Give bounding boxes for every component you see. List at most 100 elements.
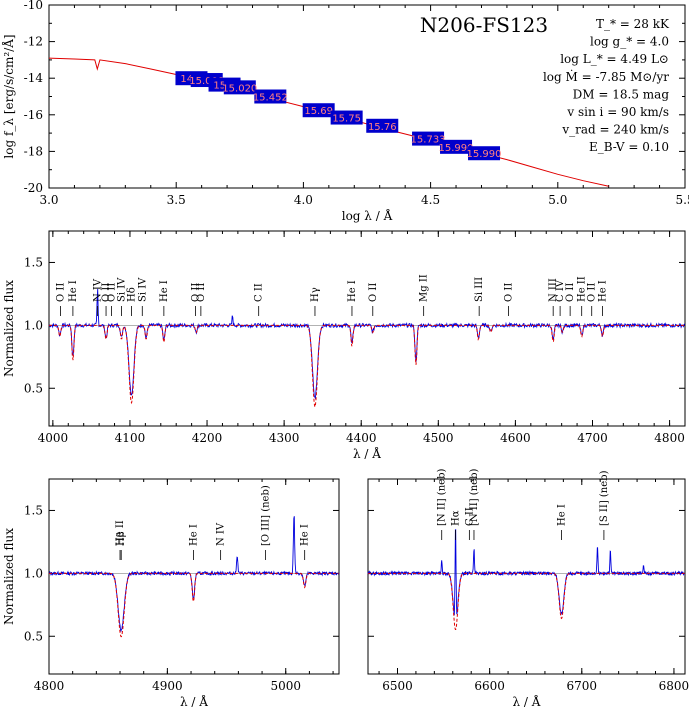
sed-xtick-label: 4.5 bbox=[421, 193, 440, 207]
spec-xtick-label: 4200 bbox=[192, 431, 223, 445]
spec-xtick-label: 4700 bbox=[577, 431, 608, 445]
spec-ytick-label: 1.0 bbox=[24, 318, 43, 332]
spec-lineid-label: C II bbox=[254, 283, 265, 302]
hbeta-ytick-label: 1.5 bbox=[24, 503, 43, 517]
spec-lineid-label: N III bbox=[548, 278, 559, 302]
halpha-observed-line bbox=[367, 529, 686, 616]
sed-parameter: v sin i = 90 km/s bbox=[566, 105, 669, 119]
spec-xtick-label: 4300 bbox=[269, 431, 300, 445]
sed-photometry-label: 15.008 bbox=[189, 76, 224, 87]
sed-ylabel: log f_λ [erg/s/cm²/Å] bbox=[1, 34, 16, 158]
sed-photometry-label: 15.75 bbox=[332, 114, 361, 125]
spec-lineid-label: O II bbox=[368, 283, 379, 302]
sed-photometry-label: 15.452 bbox=[253, 93, 288, 104]
sed-photometry-box bbox=[366, 118, 399, 133]
spec-lineid-label: He II bbox=[577, 276, 588, 302]
sed-photometry-label: 15.990 bbox=[467, 149, 502, 160]
spec-xtick-label: 4000 bbox=[38, 431, 69, 445]
halpha-lineid-label: C II bbox=[464, 507, 475, 526]
spec-lineid-label: Hγ bbox=[310, 287, 321, 302]
hbeta-frame bbox=[48, 478, 340, 675]
spec-model-line bbox=[49, 324, 685, 409]
spec-frame bbox=[48, 230, 686, 427]
hbeta-ytick-label: 1.0 bbox=[24, 566, 43, 580]
sed-xtick-label: 3.0 bbox=[39, 193, 58, 207]
halpha-xtick-label: 6600 bbox=[474, 679, 505, 693]
spec-lineid-label: O II bbox=[196, 283, 207, 302]
sed-photometry-box bbox=[302, 103, 335, 118]
spectrum-panel-blue: 4000 4100 4200 4300 4400 4500 4600 4700 4800 0.5 1… bbox=[2, 230, 686, 461]
spec-lineid-label: O II bbox=[106, 283, 117, 302]
sed-panel: 3.0 3.5 4.0 4.5 5.0 5.5 -10 -12 -14 -16 -18 -20 log … bbox=[1, 0, 689, 223]
spec-xlabel: λ / Å bbox=[353, 446, 381, 461]
spec-ytick-label: 1.5 bbox=[24, 255, 43, 269]
spec-lineid-label: O II bbox=[101, 283, 112, 302]
spec-lineid-label: O II bbox=[190, 283, 201, 302]
spec-lineid-label: He I bbox=[159, 280, 170, 302]
spec-lineid-label: He I bbox=[598, 280, 609, 302]
sed-photometry-box bbox=[330, 110, 363, 125]
halpha-xtick-label: 6700 bbox=[567, 679, 598, 693]
sed-ytick-label: -14 bbox=[24, 71, 44, 85]
sed-ytick-label: -18 bbox=[24, 144, 43, 158]
halpha-model-line bbox=[368, 572, 685, 630]
sed-photometry-box bbox=[254, 89, 287, 104]
sed-photometry-label: 15.76 bbox=[368, 122, 397, 133]
sed-ytick-label: -12 bbox=[24, 35, 43, 49]
hbeta-lineid-label: [O III] (neb) bbox=[261, 485, 272, 546]
sed-xtick-label: 5.5 bbox=[675, 193, 689, 207]
hbeta-lineid-label: Hβ bbox=[116, 531, 127, 546]
hbeta-xtick-label: 4800 bbox=[34, 679, 65, 693]
sed-xtick-label: 3.5 bbox=[167, 193, 186, 207]
sed-model-line bbox=[48, 57, 609, 187]
halpha-xtick-label: 6800 bbox=[659, 679, 689, 693]
spec-lineid-label: O II bbox=[56, 283, 67, 302]
spec-xtick-label: 4500 bbox=[423, 431, 454, 445]
sed-xtick-label: 5.0 bbox=[548, 193, 567, 207]
spec-lineid-label: He I bbox=[68, 280, 79, 302]
sed-ytick-label: -16 bbox=[24, 108, 43, 122]
spec-observed-line bbox=[48, 288, 686, 400]
hbeta-ytick-label: 0.5 bbox=[24, 629, 43, 643]
spec-lineid-label: He I bbox=[347, 280, 358, 302]
spec-lineid-label: N IV bbox=[93, 278, 104, 302]
hbeta-lineid-label: He I bbox=[188, 524, 199, 546]
sed-photometry-box bbox=[223, 80, 256, 95]
sed-xlabel: log λ / Å bbox=[342, 208, 393, 223]
sed-photometry-label: 15.69 bbox=[304, 106, 333, 117]
hbeta-lineid-label: He II bbox=[115, 520, 126, 546]
spec-lineid-label: Si IV bbox=[116, 277, 127, 302]
sed-ytick-label: -10 bbox=[24, 0, 43, 12]
spec-xtick-label: 4600 bbox=[500, 431, 531, 445]
hbeta-lineid-label: He I bbox=[300, 524, 311, 546]
spec-xtick-label: 4400 bbox=[346, 431, 377, 445]
halpha-xlabel: λ / Å bbox=[513, 694, 541, 709]
spec-lineid-label: O II bbox=[565, 283, 576, 302]
spec-lineid-label: C IV bbox=[555, 279, 566, 302]
sed-photometry-box bbox=[440, 139, 473, 154]
sed-parameter: log Ṁ = -7.85 M⊙/yr bbox=[543, 69, 669, 84]
sed-parameter: DM = 18.5 mag bbox=[573, 87, 670, 101]
halpha-lineid-label: [N II] (neb) bbox=[437, 469, 448, 526]
spec-lineid-label: Si III bbox=[474, 277, 485, 302]
halpha-lineid-label: Hα bbox=[451, 510, 462, 526]
spec-lineid-label: Si IV bbox=[137, 277, 148, 302]
sed-parameter: log L_* = 4.49 L⊙ bbox=[560, 52, 669, 66]
hbeta-lineid-label: N IV bbox=[216, 522, 227, 546]
sed-photometry-box bbox=[412, 131, 445, 146]
sed-object-name: N206-FS123 bbox=[420, 13, 548, 37]
spec-lineid-label: Hδ bbox=[126, 287, 137, 302]
spec-ylabel: Normalized flux bbox=[2, 280, 16, 377]
halpha-lineid-label: He I bbox=[557, 504, 568, 526]
sed-photometry-label: 15.990 bbox=[439, 143, 474, 154]
hbeta-ylabel: Normalized flux bbox=[2, 528, 16, 625]
sed-photometry-label: 15.020 bbox=[222, 83, 257, 94]
sed-xtick-label: 4.0 bbox=[294, 193, 313, 207]
hbeta-xtick-label: 4900 bbox=[152, 679, 183, 693]
hbeta-xtick-label: 5000 bbox=[270, 679, 301, 693]
spec-lineid-label: O II bbox=[587, 283, 598, 302]
halpha-frame bbox=[367, 478, 686, 675]
sed-ytick-label: -20 bbox=[24, 181, 43, 195]
